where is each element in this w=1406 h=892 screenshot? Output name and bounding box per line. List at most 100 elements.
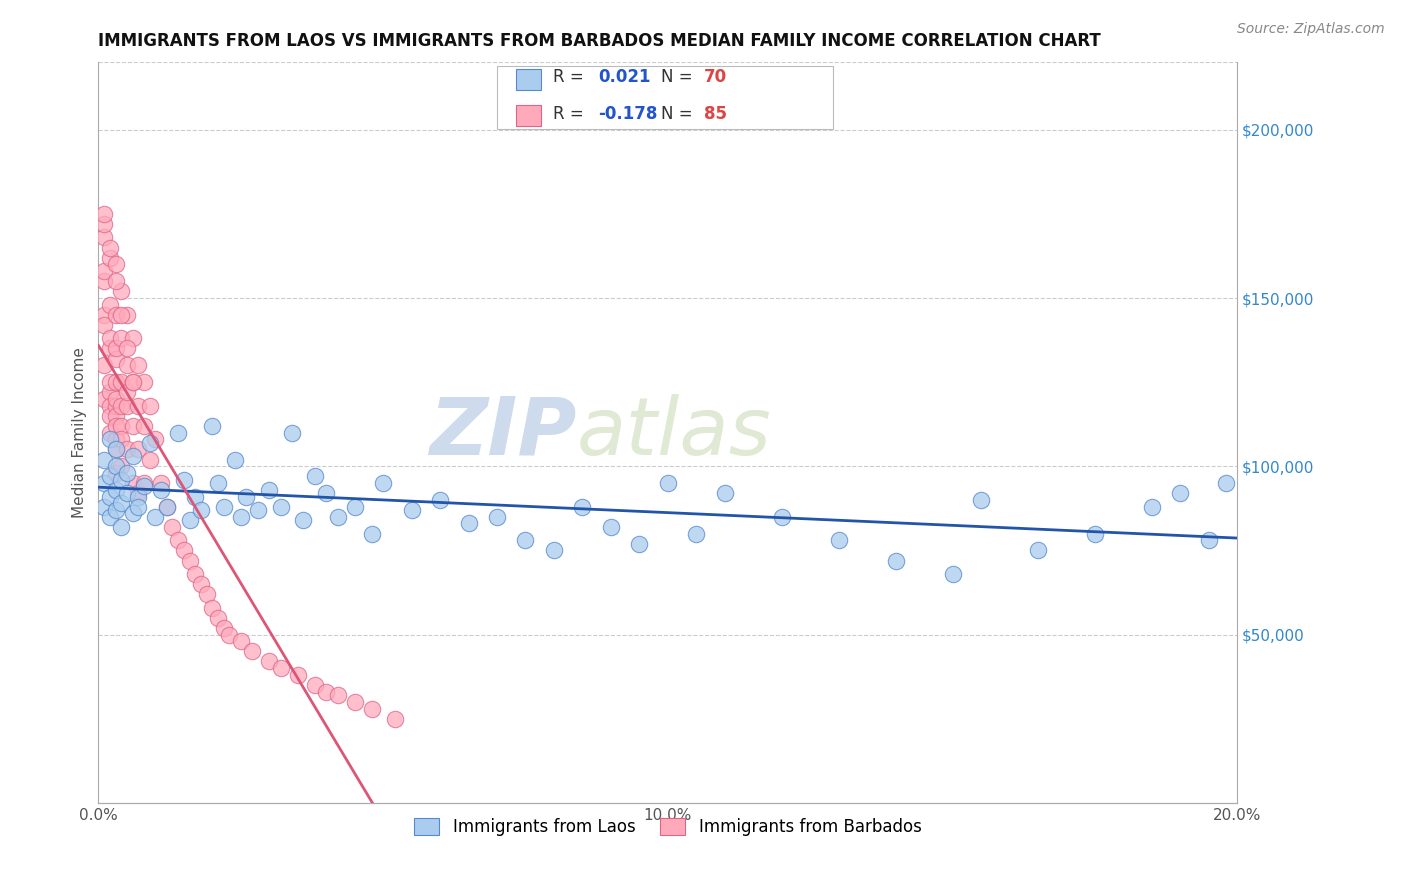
Point: [150, 483, 173, 497]
Point: [127, 399, 149, 413]
Point: [98, 375, 121, 389]
Point: [145, 433, 167, 447]
Point: [384, 712, 406, 726]
Point: [360, 526, 382, 541]
Point: [401, 503, 423, 517]
Point: [93, 359, 115, 373]
Point: [110, 331, 132, 345]
Point: [98, 385, 121, 400]
Point: [110, 285, 132, 299]
Point: [828, 533, 851, 548]
Point: [179, 553, 201, 567]
Point: [132, 418, 155, 433]
Point: [110, 399, 132, 413]
Point: [121, 331, 143, 345]
Point: [292, 513, 315, 527]
Point: [259, 655, 281, 669]
Point: [127, 490, 149, 504]
Point: [714, 486, 737, 500]
Point: [315, 486, 337, 500]
Point: [201, 418, 224, 433]
Point: [104, 399, 127, 413]
Text: -0.178: -0.178: [599, 104, 658, 122]
Point: [207, 476, 229, 491]
Point: [212, 500, 235, 514]
Point: [93, 392, 115, 406]
Point: [127, 500, 149, 514]
Point: [93, 264, 115, 278]
Point: [127, 442, 149, 457]
Point: [98, 251, 121, 265]
Point: [98, 240, 121, 255]
Point: [190, 503, 212, 517]
Point: [179, 513, 201, 527]
Point: [1026, 543, 1049, 558]
Point: [281, 425, 304, 440]
Point: [110, 418, 132, 433]
Point: [1198, 533, 1220, 548]
Point: [207, 610, 229, 624]
Point: [600, 520, 623, 534]
Text: 0.021: 0.021: [599, 69, 651, 87]
Point: [98, 409, 121, 423]
Point: [98, 490, 121, 504]
Point: [110, 520, 132, 534]
Point: [373, 476, 395, 491]
Point: [98, 469, 121, 483]
Point: [121, 375, 143, 389]
Point: [110, 433, 132, 447]
Point: [173, 473, 195, 487]
Text: Source: ZipAtlas.com: Source: ZipAtlas.com: [1237, 22, 1385, 37]
Y-axis label: Median Family Income: Median Family Income: [72, 347, 87, 518]
Point: [93, 230, 115, 244]
Point: [201, 600, 224, 615]
Point: [1084, 526, 1107, 541]
Point: [360, 701, 382, 715]
FancyBboxPatch shape: [498, 66, 832, 129]
Point: [121, 507, 143, 521]
Point: [115, 359, 138, 373]
Point: [104, 409, 127, 423]
Point: [98, 342, 121, 356]
Point: [110, 375, 132, 389]
Point: [138, 399, 160, 413]
Point: [132, 375, 155, 389]
Point: [167, 533, 190, 548]
Point: [270, 500, 292, 514]
Point: [110, 496, 132, 510]
Point: [93, 207, 115, 221]
Point: [104, 433, 127, 447]
Point: [315, 685, 337, 699]
Point: [190, 577, 212, 591]
Point: [104, 392, 127, 406]
Point: [212, 621, 235, 635]
FancyBboxPatch shape: [516, 69, 541, 90]
Point: [229, 509, 252, 524]
Point: [770, 509, 793, 524]
Point: [167, 425, 190, 440]
Point: [343, 500, 366, 514]
Point: [657, 476, 679, 491]
Point: [270, 661, 292, 675]
Point: [121, 449, 143, 463]
Point: [429, 492, 451, 507]
Point: [104, 442, 127, 457]
Text: IMMIGRANTS FROM LAOS VS IMMIGRANTS FROM BARBADOS MEDIAN FAMILY INCOME CORRELATIO: IMMIGRANTS FROM LAOS VS IMMIGRANTS FROM …: [98, 32, 1101, 50]
Text: 85: 85: [704, 104, 727, 122]
Point: [115, 342, 138, 356]
Point: [184, 566, 207, 581]
Point: [104, 466, 127, 480]
Point: [127, 486, 149, 500]
Point: [970, 492, 993, 507]
Point: [98, 399, 121, 413]
Point: [195, 587, 218, 601]
Point: [138, 452, 160, 467]
Point: [104, 308, 127, 322]
Point: [121, 418, 143, 433]
Point: [93, 500, 115, 514]
Point: [98, 509, 121, 524]
Point: [104, 342, 127, 356]
Point: [98, 298, 121, 312]
Point: [259, 483, 281, 497]
Point: [304, 469, 326, 483]
